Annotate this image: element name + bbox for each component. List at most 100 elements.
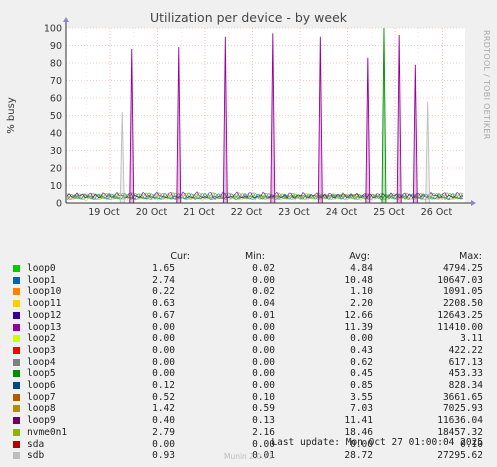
- legend-device-name: loop4: [27, 356, 56, 368]
- legend-row: loop0 1.65 0.02 4.84 4794.25: [0, 263, 497, 275]
- legend-row: loop4 0.00 0.00 0.62 617.13: [0, 357, 497, 369]
- legend-max-value: 828.34: [448, 380, 483, 391]
- y-axis-arrow: [63, 17, 69, 22]
- rrdtool-credit: RRDTOOL / TOBI OETIKER: [482, 30, 491, 140]
- legend-device-name: loop5: [27, 368, 56, 380]
- spike-mark: [425, 101, 431, 204]
- legend-max-value: 3661.65: [442, 391, 483, 403]
- legend-swatch: [13, 346, 20, 354]
- legend-device-name: loop0: [27, 263, 56, 274]
- legend-cur-value: 0.00: [152, 356, 175, 368]
- x-tick-label: 19 Oct: [88, 207, 120, 218]
- legend-swatch: [13, 311, 20, 319]
- legend-device-name: loop2: [27, 333, 56, 345]
- legend-avg-value: 0.00: [350, 438, 373, 450]
- legend-swatch: [13, 265, 20, 272]
- chart-title: Utilization per device - by week: [149, 10, 347, 25]
- legend-avg-value: 2.20: [350, 298, 373, 310]
- x-tick-label: 21 Oct: [183, 207, 215, 218]
- legend-row: nvme0n1 2.79 2.16 18.46 18457.32: [0, 427, 497, 439]
- spike-mark: [412, 64, 418, 204]
- legend-row: sda 0.00 0.00 0.00 0.10: [0, 439, 497, 451]
- legend-min-value: 0.00: [252, 321, 275, 333]
- legend-cur-value: 0.22: [152, 286, 175, 298]
- legend-avg-value: 11.39: [344, 321, 373, 333]
- legend-cur-value: 2.74: [152, 274, 175, 286]
- legend-avg-value: 12.66: [344, 309, 373, 321]
- y-tick-label: 10: [50, 181, 62, 192]
- x-tick-label: 22 Oct: [231, 207, 263, 218]
- legend-row: loop11 0.63 0.04 2.20 2208.50: [0, 298, 497, 310]
- legend-max-value: 18457.32: [437, 426, 483, 438]
- legend-row: sdb 0.93 0.01 28.72 27295.62: [0, 450, 497, 462]
- legend-cur-value: 0.12: [152, 380, 175, 391]
- y-axis-label: % busy: [6, 97, 17, 134]
- x-tick-label: 23 Oct: [278, 207, 310, 218]
- legend-min-value: 0.00: [252, 438, 275, 450]
- legend-avg-value: 0.45: [350, 368, 373, 380]
- legend-row: loop12 0.67 0.01 12.66 12643.25: [0, 310, 497, 322]
- legend-avg-value: 11.41: [344, 415, 373, 427]
- legend-max-value: 3.11: [460, 333, 483, 345]
- legend-device-name: loop6: [27, 380, 56, 391]
- legend-max-value: 11410.00: [437, 321, 483, 333]
- x-tick-label: 26 Oct: [421, 207, 453, 218]
- legend-device-name: loop13: [27, 321, 62, 333]
- legend-cur-value: 0.00: [152, 333, 175, 345]
- legend-row: loop10 0.22 0.02 1.10 1091.05: [0, 286, 497, 298]
- spike-mark: [222, 36, 228, 204]
- legend-max-value: 453.33: [448, 368, 483, 380]
- legend-device-name: loop1: [27, 274, 56, 286]
- legend-max-value: 7025.93: [442, 403, 483, 415]
- legend-cur-value: 0.63: [152, 298, 175, 310]
- legend-avg-value: 0.62: [350, 356, 373, 368]
- legend-swatch: [13, 300, 20, 308]
- legend-max-value: 0.10: [460, 438, 483, 450]
- legend-swatch: [13, 382, 20, 389]
- legend-row: loop3 0.00 0.00 0.43 422.22: [0, 345, 497, 357]
- legend-row: loop2 0.00 0.00 0.00 3.11: [0, 333, 497, 345]
- legend-min-value: 0.00: [252, 344, 275, 356]
- legend-avg-value: 0.43: [350, 344, 373, 356]
- legend-max-value: 2208.50: [442, 298, 483, 310]
- legend-avg-value: 0.85: [350, 380, 373, 391]
- spike-mark: [129, 48, 135, 204]
- spike-mark: [396, 34, 402, 204]
- legend-avg-value: 10.48: [344, 274, 373, 286]
- legend-cur-value: 0.52: [152, 391, 175, 403]
- legend-max-value: 12643.25: [437, 309, 483, 321]
- y-tick-label: 30: [50, 146, 62, 157]
- legend-avg-value: 0.00: [350, 333, 373, 345]
- col-header-max: Max:: [459, 251, 482, 262]
- legend-swatch: [13, 393, 20, 401]
- legend-min-value: 0.00: [252, 368, 275, 380]
- spike-mark: [317, 36, 323, 204]
- legend-min-value: 0.01: [252, 309, 275, 321]
- legend-min-value: 0.13: [252, 415, 275, 427]
- legend-avg-value: 7.03: [350, 403, 373, 415]
- legend-cur-value: 1.42: [152, 403, 175, 415]
- col-header-cur: Cur:: [170, 251, 190, 262]
- y-tick-label: 90: [50, 41, 62, 52]
- legend-swatch: [13, 276, 20, 284]
- y-tick-label: 20: [50, 164, 62, 175]
- legend-row: loop5 0.00 0.00 0.45 453.33: [0, 368, 497, 380]
- legend-device-name: loop7: [27, 391, 56, 403]
- legend-min-value: 0.01: [252, 450, 275, 462]
- legend-min-value: 2.16: [252, 426, 275, 438]
- x-axis-arrow: [471, 200, 476, 206]
- col-header-min: Min:: [244, 251, 265, 262]
- legend-row: loop8 1.42 0.59 7.03 7025.93: [0, 403, 497, 415]
- legend-row: loop6 0.12 0.00 0.85 828.34: [0, 380, 497, 392]
- legend-cur-value: 0.00: [152, 321, 175, 333]
- legend-avg-value: 1.10: [350, 286, 373, 298]
- legend-row: loop9 0.40 0.13 11.41 11636.04: [0, 415, 497, 427]
- legend-avg-value: 3.55: [350, 391, 373, 403]
- legend-swatch: [13, 370, 20, 378]
- legend-row: loop1 2.74 0.00 10.48 10647.03: [0, 275, 497, 287]
- legend-row: loop13 0.00 0.00 11.39 11410.00: [0, 322, 497, 334]
- legend-device-name: loop8: [27, 403, 56, 415]
- legend-cur-value: 0.93: [152, 450, 175, 462]
- col-header-avg: Avg:: [349, 251, 370, 262]
- x-tick-label: 24 Oct: [326, 207, 358, 218]
